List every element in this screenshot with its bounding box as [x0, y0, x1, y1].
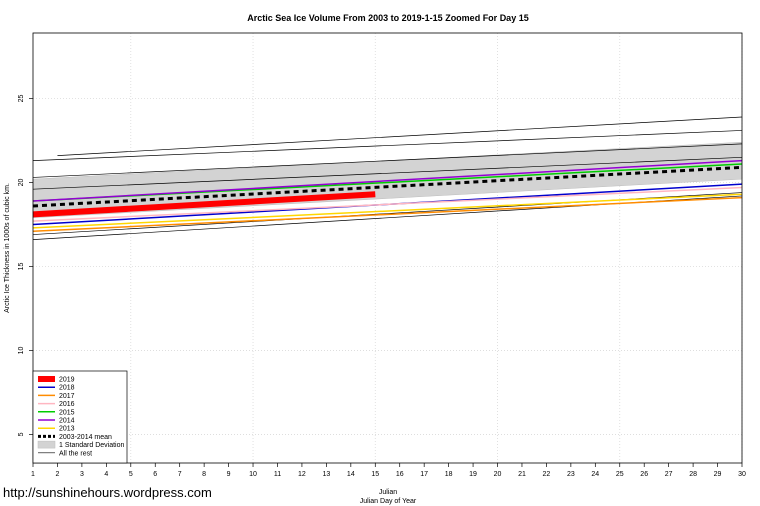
series-lines	[32, 116, 743, 240]
x-tick-label: 4	[104, 471, 108, 478]
x-tick-label: 21	[518, 471, 526, 478]
x-tick-label: 13	[322, 471, 330, 478]
x-tick-label: 9	[227, 471, 231, 478]
series-line-2017	[32, 196, 743, 232]
y-axis: 5 10 15 20 25	[18, 95, 33, 436]
x-tick-label: 26	[640, 471, 648, 478]
legend-label: 1 Standard Deviation	[59, 442, 124, 449]
chart-title: Arctic Sea Ice Volume From 2003 to 2019-…	[247, 13, 528, 23]
x-tick-label: 17	[420, 471, 428, 478]
x-tick-label: 10	[249, 471, 257, 478]
x-tick-label: 28	[689, 471, 697, 478]
x-tick-label: 6	[153, 471, 157, 478]
x-tick-label: 25	[616, 471, 624, 478]
x-tick-label: 24	[591, 471, 599, 478]
x-tick-label: 12	[298, 471, 306, 478]
x-tick-label: 8	[202, 471, 206, 478]
legend-label: 2019	[59, 377, 75, 384]
series-line-2014	[32, 159, 743, 202]
x-tick-label: 29	[714, 471, 722, 478]
x-tick-label: 16	[396, 471, 404, 478]
series-line-2016	[32, 186, 743, 222]
x-tick-label: 15	[371, 471, 379, 478]
x-tick-label: 30	[738, 471, 746, 478]
y-tick-label: 10	[18, 346, 25, 354]
y-tick-label: 5	[18, 432, 25, 436]
x-tick-label: 20	[494, 471, 502, 478]
legend-box	[32, 370, 128, 464]
y-axis-label: Arctic Ice Thickness in 1000s of cubic k…	[4, 183, 11, 313]
x-tick-label: 18	[445, 471, 453, 478]
x-tick-label: 5	[129, 471, 133, 478]
x-tick-label: 22	[543, 471, 551, 478]
x-tick-label: 1	[31, 471, 35, 478]
legend-label: 2017	[59, 393, 75, 400]
series-line-2019	[32, 191, 376, 218]
y-tick-label: 25	[18, 95, 25, 103]
plot-frame	[32, 32, 743, 464]
legend-label: 2013	[59, 426, 75, 433]
y-tick-label: 15	[18, 262, 25, 270]
series-line-all-the-rest	[32, 156, 743, 190]
x-tick-label: 11	[274, 471, 281, 478]
watermark: http://sunshinehours.wordpress.com	[3, 485, 212, 500]
x-tick-label: 7	[178, 471, 182, 478]
series-line-2013	[32, 193, 743, 229]
x-tick-label: 19	[469, 471, 477, 478]
legend-label: 2014	[59, 418, 75, 425]
legend-label: 2016	[59, 401, 75, 408]
legend-label: 2015	[59, 409, 75, 416]
x-tick-label: 14	[347, 471, 355, 478]
x-tick-label: 27	[665, 471, 673, 478]
legend-label: 2003-2014 mean	[59, 434, 112, 441]
series-line-all-the-rest	[32, 130, 743, 162]
x-tick-label: 23	[567, 471, 575, 478]
x-tick-label: 3	[80, 471, 84, 478]
series-line-all-the-rest	[57, 116, 743, 156]
legend-label: 2018	[59, 385, 75, 392]
series-line-all-the-rest	[32, 143, 743, 178]
x-tick-label: 2	[55, 471, 59, 478]
legend-swatch	[37, 440, 56, 449]
x-axis-label-julian: Julian	[379, 489, 397, 496]
y-tick-label: 20	[18, 178, 25, 186]
grid	[33, 33, 743, 463]
series-line-2003-2014-mean	[32, 165, 743, 208]
legend-label: All the rest	[59, 450, 92, 457]
x-axis-label: Julian Day of Year	[360, 498, 417, 505]
x-axis: 1 2 3 4 5 6 7 8 9 10 11 12 13 14 15 16 17 18 19 20 21 22 23 24 2…	[31, 463, 746, 478]
